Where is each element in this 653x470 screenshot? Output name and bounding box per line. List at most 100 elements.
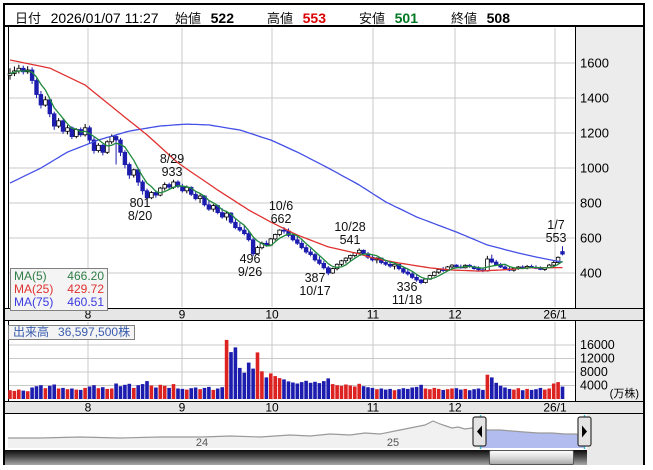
volume-bar xyxy=(61,387,65,399)
volume-bar xyxy=(92,385,96,399)
annotation-text: 8/20 xyxy=(128,209,152,223)
volume-bar xyxy=(304,380,308,399)
volume-bar xyxy=(551,383,556,399)
volume-bar xyxy=(96,388,101,399)
annotation-text: 8/29 xyxy=(160,152,184,166)
ma75-legend-row: MA(75) 460.51 xyxy=(14,296,104,309)
annotation-text: 496 xyxy=(240,252,261,266)
volume-bar xyxy=(251,368,255,399)
volume-bar xyxy=(180,388,185,399)
volume-bar xyxy=(335,385,339,399)
volume-bar xyxy=(167,387,171,399)
volume-bar xyxy=(255,352,260,399)
month-label: 9 xyxy=(179,401,186,415)
candle-body xyxy=(383,262,388,265)
volume-bar xyxy=(229,352,233,399)
volume-bar xyxy=(105,388,109,399)
volume-bar xyxy=(52,384,56,399)
ma75-value: 460.51 xyxy=(67,295,104,309)
volume-bar xyxy=(370,387,375,399)
volume-label: 出来高 xyxy=(13,325,50,339)
candle-body xyxy=(317,259,322,264)
volume-bar xyxy=(472,389,476,399)
scrollbar-corner xyxy=(587,450,643,465)
price-tick-label: 800 xyxy=(580,196,602,211)
month-label: 12 xyxy=(448,401,462,415)
volume-bar xyxy=(83,387,87,399)
ma-legend-box: MA(5) 466.20 MA(25) 429.72 MA(75) 460.51 xyxy=(10,268,108,311)
volume-bar xyxy=(242,372,247,399)
candle-body xyxy=(38,94,44,106)
quote-low-group: 安値 501 xyxy=(359,8,418,27)
volume-bar xyxy=(512,389,516,399)
candle-body xyxy=(312,254,318,261)
price-tick-label: 400 xyxy=(580,266,602,281)
volume-bar xyxy=(154,387,158,399)
volume-bar xyxy=(149,385,154,399)
candle-body xyxy=(29,69,35,81)
annotation-text: 11/18 xyxy=(392,293,422,307)
volume-bar xyxy=(273,376,277,399)
volume-bar xyxy=(70,388,74,399)
price-axis-column xyxy=(575,27,643,308)
candle-body xyxy=(100,144,105,153)
candle-body xyxy=(21,67,26,73)
candle-body xyxy=(423,278,428,284)
volume-bar xyxy=(74,389,79,399)
ma5-value: 466.20 xyxy=(67,269,104,283)
volume-bar xyxy=(295,383,300,399)
annotation-text: 933 xyxy=(162,165,183,179)
volume-bar xyxy=(467,390,472,399)
month-label: 26/1 xyxy=(543,308,567,322)
candle-body xyxy=(144,190,150,199)
low-value: 501 xyxy=(394,10,418,26)
candle-body xyxy=(277,229,282,235)
quote-close-group: 終値 508 xyxy=(451,8,510,27)
volume-bar xyxy=(423,388,428,399)
volume-bar xyxy=(220,387,224,399)
annotation-text: 553 xyxy=(546,231,567,245)
volume-bar xyxy=(366,387,370,399)
volume-bar xyxy=(260,371,264,399)
month-label: 8 xyxy=(85,401,92,415)
volume-bar xyxy=(158,384,163,399)
navigator-left-handle[interactable] xyxy=(472,416,487,447)
candle-body xyxy=(246,233,251,241)
month-label: 9 xyxy=(179,308,186,322)
scrollbar-track[interactable] xyxy=(5,450,587,465)
volume-bar xyxy=(198,389,202,399)
candle-body xyxy=(485,258,490,272)
volume-bar xyxy=(30,387,34,399)
volume-bar xyxy=(25,391,30,399)
month-label: 11 xyxy=(367,401,380,415)
candle-body xyxy=(113,136,119,141)
volume-bar xyxy=(56,388,61,399)
volume-bar xyxy=(525,388,529,399)
month-label: 10 xyxy=(265,401,279,415)
candle-body xyxy=(184,186,189,192)
candle-body xyxy=(409,273,415,278)
price-tick-label: 1400 xyxy=(580,91,609,106)
volume-bar xyxy=(485,374,490,399)
candle-body xyxy=(109,136,114,143)
ma25-label: MA(25) xyxy=(14,282,54,296)
month-axis-lower xyxy=(5,401,643,414)
volume-bar xyxy=(78,389,83,399)
candle-body xyxy=(228,212,234,223)
scrollbar-thumb[interactable] xyxy=(489,450,574,465)
candle-body xyxy=(149,192,154,199)
volume-bar xyxy=(17,389,21,399)
ma5-label: MA(5) xyxy=(14,269,47,283)
volume-tick-label: 8000 xyxy=(580,365,608,379)
candle-body xyxy=(52,113,57,127)
volume-tick-label: 16000 xyxy=(580,338,615,352)
close-value: 508 xyxy=(486,10,510,26)
candle-body xyxy=(418,279,424,283)
volume-bar xyxy=(189,388,193,399)
price-tick-label: 600 xyxy=(580,231,602,246)
navigator-right-handle[interactable] xyxy=(577,416,592,447)
volume-axis-column xyxy=(575,321,643,401)
